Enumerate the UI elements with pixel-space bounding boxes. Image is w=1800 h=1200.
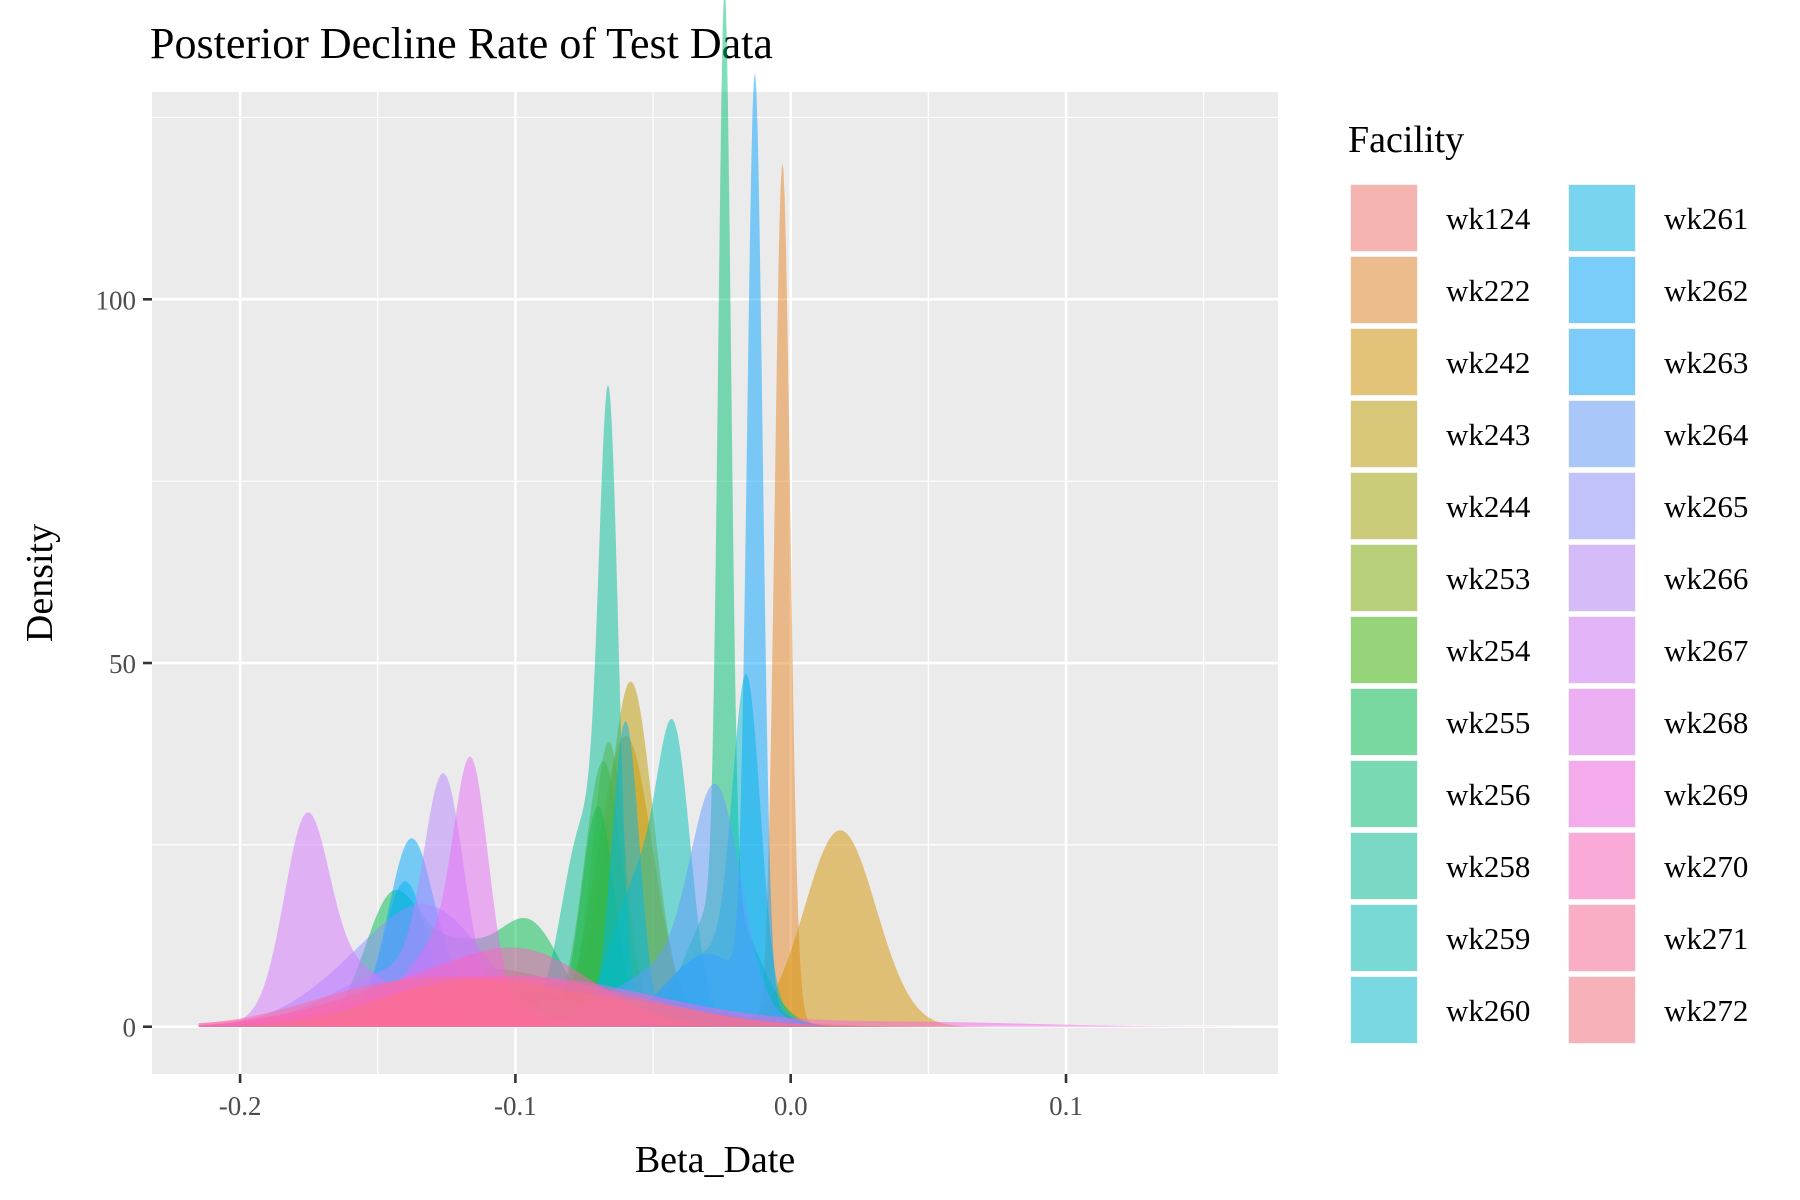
legend-label-wk266: wk266 [1664,561,1748,596]
legend-swatch-wk265 [1569,473,1635,539]
legend-label-wk260: wk260 [1446,993,1530,1028]
y-tick-label: 100 [96,285,137,315]
legend-label-wk242: wk242 [1446,345,1530,380]
legend-label-wk269: wk269 [1664,777,1748,812]
legend-label-wk255: wk255 [1446,705,1530,740]
legend-swatch-wk253 [1351,545,1417,611]
chart-title: Posterior Decline Rate of Test Data [150,19,773,68]
legend-label-wk263: wk263 [1664,345,1748,380]
legend-swatch-wk262 [1569,257,1635,323]
density-area-wk272 [198,979,1232,1027]
legend-swatch-wk259 [1351,905,1417,971]
legend-label-wk272: wk272 [1664,993,1748,1028]
legend-label-wk124: wk124 [1446,201,1531,236]
y-axis: 0 50 100 [96,285,152,1043]
legend-label-wk222: wk222 [1446,273,1530,308]
legend-label-wk271: wk271 [1664,921,1748,956]
legend-swatch-wk270 [1569,833,1635,899]
x-axis: -0.2 -0.1 0.0 0.1 [219,1074,1083,1121]
legend-swatch-wk263 [1569,329,1635,395]
legend-label-wk267: wk267 [1664,633,1748,668]
legend-swatch-wk222 [1351,257,1417,323]
legend-swatch-wk271 [1569,905,1635,971]
legend-swatch-wk243 [1351,401,1417,467]
x-tick-label: -0.1 [494,1091,537,1121]
legend-label-wk244: wk244 [1446,489,1531,524]
legend-label-wk265: wk265 [1664,489,1748,524]
legend-swatch-wk256 [1351,761,1417,827]
legend: Facility wk124wk222wk242wk243wk244wk253w… [1348,119,1749,1044]
legend-label-wk261: wk261 [1664,201,1748,236]
legend-items: wk124 wk222 wk242 wk243 wk244 wk253 wk254 wk255… [1350,184,1749,1044]
legend-label-wk268: wk268 [1664,705,1748,740]
legend-label-wk259: wk259 [1446,921,1530,956]
x-tick-label: 0.1 [1049,1091,1083,1121]
y-tick-label: 0 [123,1013,137,1043]
legend-label-wk270: wk270 [1664,849,1748,884]
legend-swatch-wk258 [1351,833,1417,899]
y-axis-title: Density [19,524,61,642]
legend-swatch-wk264 [1569,401,1635,467]
density-area-wk264 [198,783,1232,1027]
legend-swatch-wk272 [1569,977,1635,1043]
legend-swatch-wk244 [1351,473,1417,539]
legend-swatch-wk242 [1351,329,1417,395]
legend-swatch-wk260 [1351,977,1417,1043]
x-tick-label: 0.0 [774,1091,808,1121]
x-tick-label: -0.2 [219,1091,262,1121]
y-tick-label: 50 [109,649,136,679]
legend-label-wk256: wk256 [1446,777,1530,812]
legend-label-wk262: wk262 [1664,273,1748,308]
minor-grid [152,92,1278,1074]
legend-swatch-wk261 [1569,185,1635,251]
legend-label-wk258: wk258 [1446,849,1530,884]
legend-swatch-wk267 [1569,617,1635,683]
legend-swatch-wk255 [1351,689,1417,755]
legend-swatch-wk268 [1569,689,1635,755]
legend-label-wk264: wk264 [1664,417,1749,452]
legend-swatch-wk266 [1569,545,1635,611]
legend-swatch-wk269 [1569,761,1635,827]
legend-swatch-wk124 [1351,185,1417,251]
legend-title: Facility [1348,119,1464,161]
density-areas [198,0,1232,1027]
legend-label-wk243: wk243 [1446,417,1530,452]
legend-label-wk253: wk253 [1446,561,1530,596]
legend-swatch-wk254 [1351,617,1417,683]
x-axis-title: Beta_Date [635,1139,795,1181]
legend-label-wk254: wk254 [1446,633,1531,668]
